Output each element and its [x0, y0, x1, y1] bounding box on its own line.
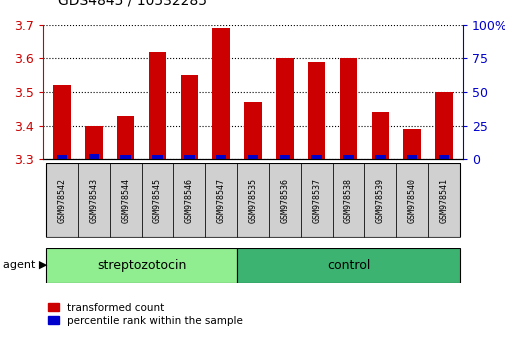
- FancyBboxPatch shape: [78, 163, 110, 237]
- Bar: [406, 155, 417, 159]
- Text: GSM978539: GSM978539: [375, 177, 384, 223]
- Bar: [53, 85, 71, 159]
- FancyBboxPatch shape: [364, 163, 395, 237]
- Bar: [88, 154, 99, 159]
- FancyBboxPatch shape: [46, 163, 78, 237]
- Text: GSM978535: GSM978535: [248, 177, 257, 223]
- Bar: [342, 155, 353, 159]
- Bar: [374, 155, 385, 159]
- FancyBboxPatch shape: [237, 248, 459, 283]
- FancyBboxPatch shape: [46, 248, 237, 283]
- Bar: [247, 155, 258, 159]
- Text: GSM978542: GSM978542: [58, 177, 67, 223]
- Bar: [402, 129, 420, 159]
- Text: GSM978538: GSM978538: [343, 177, 352, 223]
- FancyBboxPatch shape: [268, 163, 300, 237]
- FancyBboxPatch shape: [332, 163, 364, 237]
- Text: GSM978547: GSM978547: [216, 177, 225, 223]
- Bar: [279, 155, 289, 159]
- Bar: [311, 155, 321, 159]
- Text: GSM978540: GSM978540: [407, 177, 416, 223]
- Bar: [180, 75, 198, 159]
- Bar: [276, 58, 293, 159]
- Text: GSM978543: GSM978543: [89, 177, 98, 223]
- Text: streptozotocin: streptozotocin: [97, 259, 186, 272]
- Bar: [244, 102, 261, 159]
- Bar: [184, 155, 194, 159]
- FancyBboxPatch shape: [205, 163, 237, 237]
- FancyBboxPatch shape: [237, 163, 268, 237]
- FancyBboxPatch shape: [300, 163, 332, 237]
- Text: GSM978544: GSM978544: [121, 177, 130, 223]
- Text: GSM978545: GSM978545: [153, 177, 162, 223]
- Text: GSM978537: GSM978537: [312, 177, 321, 223]
- Text: GSM978536: GSM978536: [280, 177, 289, 223]
- Bar: [117, 115, 134, 159]
- FancyBboxPatch shape: [173, 163, 205, 237]
- Text: agent ▶: agent ▶: [3, 261, 47, 270]
- Text: GDS4845 / 10532285: GDS4845 / 10532285: [58, 0, 207, 7]
- Bar: [212, 28, 229, 159]
- FancyBboxPatch shape: [110, 163, 141, 237]
- Text: GSM978546: GSM978546: [184, 177, 193, 223]
- Text: GSM978541: GSM978541: [438, 177, 447, 223]
- Legend: transformed count, percentile rank within the sample: transformed count, percentile rank withi…: [48, 303, 242, 326]
- FancyBboxPatch shape: [427, 163, 459, 237]
- Bar: [57, 155, 67, 159]
- FancyBboxPatch shape: [395, 163, 427, 237]
- Bar: [148, 52, 166, 159]
- Bar: [438, 155, 448, 159]
- Bar: [307, 62, 325, 159]
- Bar: [85, 126, 103, 159]
- Bar: [152, 155, 163, 159]
- Bar: [371, 112, 388, 159]
- FancyBboxPatch shape: [141, 163, 173, 237]
- Bar: [339, 58, 357, 159]
- Text: control: control: [326, 259, 369, 272]
- Bar: [434, 92, 452, 159]
- Bar: [216, 155, 226, 159]
- Bar: [120, 155, 131, 159]
